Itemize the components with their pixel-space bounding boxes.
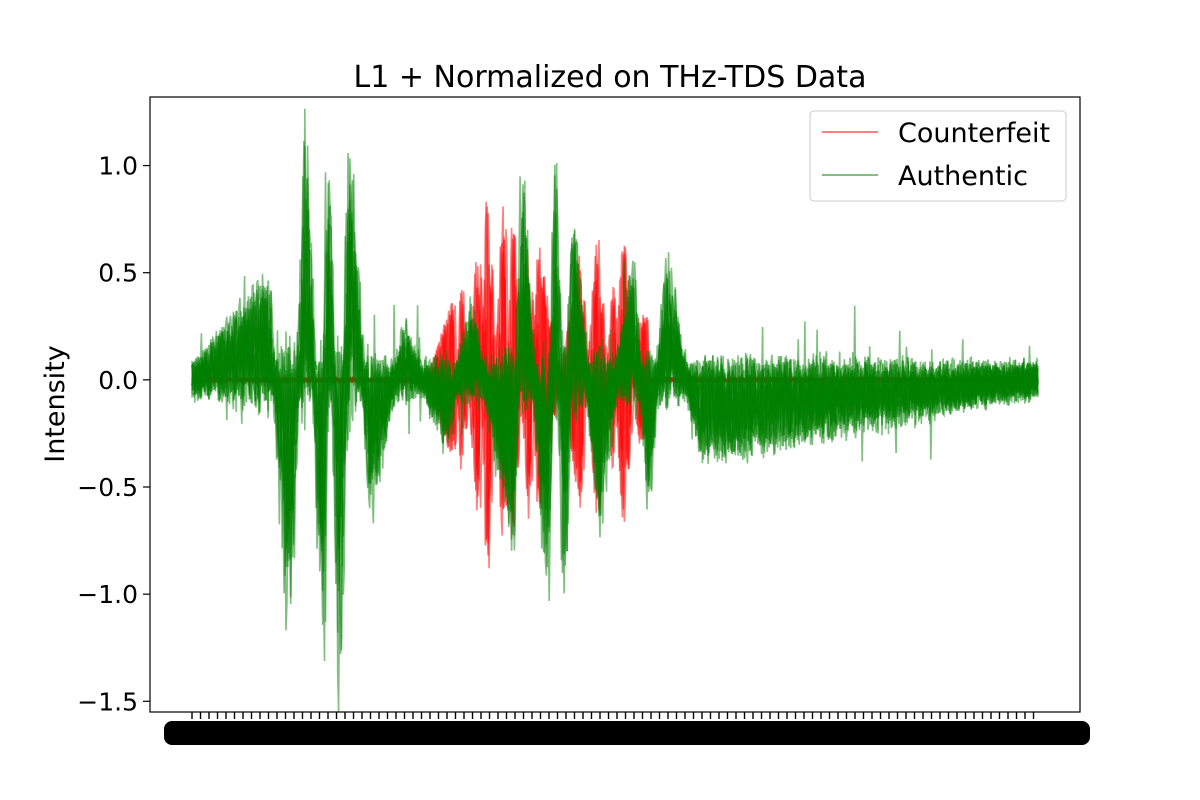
y-tick-label: −1.0 [77,580,138,609]
legend: Counterfeit Authentic [809,110,1067,202]
legend-label-counterfeit: Counterfeit [898,118,1050,149]
y-tick-label: 1.0 [98,152,138,181]
y-tick-label: 0.0 [98,366,138,395]
y-ticks: 1.0 0.5 0.0 −0.5 −1.0 −1.5 [77,152,150,716]
x-tick-label-band [164,721,1090,745]
plot-frame [149,96,1081,713]
legend-label-authentic: Authentic [898,161,1028,192]
legend-frame [809,110,1067,202]
y-tick-label: −0.5 [77,473,138,502]
traces [191,108,1039,713]
y-tick-label: −1.5 [77,687,138,716]
y-axis-label: Intensity [40,345,71,463]
authentic-trace [191,199,1039,576]
chart-title: L1 + Normalized on THz-TDS Data [354,60,867,95]
y-tick-label: 0.5 [98,259,138,288]
x-ticks [164,712,1090,745]
authentic-trace [191,178,1039,568]
